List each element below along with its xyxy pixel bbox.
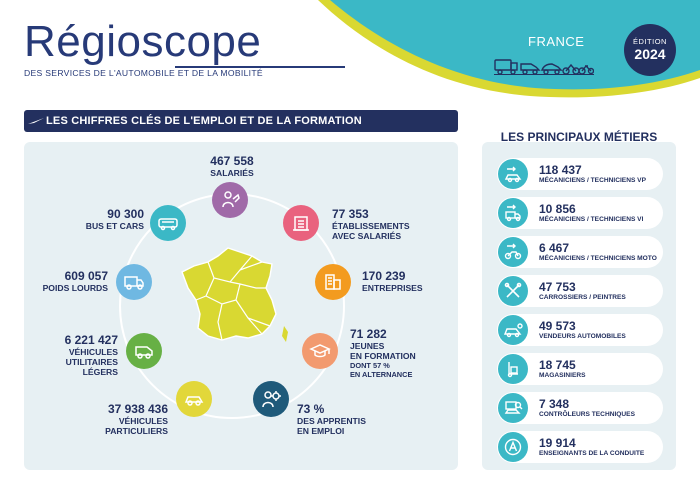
job-label: MÉCANICIENS / TECHNICIENS VI xyxy=(539,216,644,223)
edition-label: ÉDITION xyxy=(633,37,667,46)
truck-icon xyxy=(116,264,152,300)
stat-value: 170 239 xyxy=(362,269,406,283)
job-label: CARROSSIERS / PEINTRES xyxy=(539,294,626,301)
stat-label: PARTICULIERS xyxy=(105,426,168,436)
key-figures-title: LES CHIFFRES CLÉS DE L'EMPLOI ET DE LA F… xyxy=(46,115,362,127)
jobs-title: LES PRINCIPAUX MÉTIERS xyxy=(500,130,658,144)
edition-year: 2024 xyxy=(634,46,666,62)
car-wrench-icon xyxy=(498,159,528,189)
stat-apprentis: 73 % DES APPRENTIS EN EMPLOI xyxy=(297,402,366,437)
stat-vul: 6 221 427 VÉHICULES UTILITAIRES LÉGERS xyxy=(30,333,118,378)
stat-salaries: 467 558 SALARIÉS xyxy=(192,154,272,179)
job-label: MÉCANICIENS / TECHNICIENS VP xyxy=(539,177,646,184)
job-item: 49 573 VENDEURS AUTOMOBILES xyxy=(497,314,663,346)
car-icon xyxy=(176,381,212,417)
job-label: CONTRÔLEURS TECHNIQUES xyxy=(539,411,635,418)
moto-wrench-icon xyxy=(498,237,528,267)
stat-jeunes: 71 282 JEUNES EN FORMATION DONT 57 % EN … xyxy=(350,327,416,380)
stat-value: 77 353 xyxy=(332,207,369,221)
stat-value: 73 % xyxy=(297,402,325,416)
van-icon xyxy=(126,333,162,369)
stat-value: 71 282 xyxy=(350,327,387,341)
stat-label: ENTREPRISES xyxy=(362,283,423,293)
stat-etablissements: 77 353 ÉTABLISSEMENTS AVEC SALARIÉS xyxy=(332,207,410,242)
stat-label: VÉHICULES xyxy=(68,347,118,357)
building-icon xyxy=(283,205,319,241)
job-label: VENDEURS AUTOMOBILES xyxy=(539,333,626,340)
stat-label: LÉGERS xyxy=(82,367,118,377)
inspection-icon xyxy=(498,393,528,423)
job-value: 19 914 xyxy=(539,436,576,450)
stat-vehicules-particuliers: 37 938 436 VÉHICULES PARTICULIERS xyxy=(60,402,168,437)
vehicles-strip-icon xyxy=(494,59,594,75)
tools-icon xyxy=(498,276,528,306)
job-item: 18 745 MAGASINIERS xyxy=(497,353,663,385)
stat-label: AVEC SALARIÉS xyxy=(332,231,402,241)
stat-label: UTILITAIRES xyxy=(65,357,118,367)
stat-bus-cars: 90 300 BUS ET CARS xyxy=(60,207,144,232)
truck-wrench-icon xyxy=(498,198,528,228)
job-value: 7 348 xyxy=(539,397,570,411)
employee-icon xyxy=(212,182,248,218)
job-item: 47 753 CARROSSIERS / PEINTRES xyxy=(497,275,663,307)
logo-wordmark: Régioscope xyxy=(24,17,262,66)
job-value: 6 467 xyxy=(539,241,570,255)
stat-note: DONT 57 % xyxy=(350,361,390,370)
job-value: 118 437 xyxy=(539,163,582,177)
edition-badge: ÉDITION 2024 xyxy=(624,24,676,76)
job-value: 10 856 xyxy=(539,202,576,216)
stat-value: 467 558 xyxy=(210,154,254,168)
stat-label: SALARIÉS xyxy=(210,168,254,178)
car-sale-icon xyxy=(498,315,528,345)
job-value: 47 753 xyxy=(539,280,576,294)
job-value: 18 745 xyxy=(539,358,576,372)
stat-label: ÉTABLISSEMENTS xyxy=(332,221,410,231)
regioscope-logo: Régioscope DES SERVICES DE L'AUTOMOBILE … xyxy=(24,17,263,79)
hand-truck-icon xyxy=(498,354,528,384)
stat-value: 37 938 436 xyxy=(107,402,168,416)
graduation-cap-icon xyxy=(302,333,338,369)
stat-value: 90 300 xyxy=(107,207,144,221)
job-label: MAGASINIERS xyxy=(539,372,586,379)
stat-label: POIDS LOURDS xyxy=(42,283,108,293)
key-figures-title-bar: LES CHIFFRES CLÉS DE L'EMPLOI ET DE LA F… xyxy=(24,110,458,132)
region-label: FRANCE xyxy=(528,34,585,49)
learner-a-icon xyxy=(498,432,528,462)
stat-label: EN EMPLOI xyxy=(297,426,345,436)
stat-value: 6 221 427 xyxy=(64,333,118,347)
job-label: ENSEIGNANTS DE LA CONDUITE xyxy=(539,450,645,457)
stat-entreprises: 170 239 ENTREPRISES xyxy=(362,269,423,294)
logo-underline xyxy=(175,66,345,68)
office-icon xyxy=(315,264,351,300)
stat-label: JEUNES xyxy=(350,341,385,351)
stat-label: VÉHICULES xyxy=(118,416,168,426)
apprentice-icon xyxy=(253,381,289,417)
swoosh-icon xyxy=(28,118,44,124)
stat-label: BUS ET CARS xyxy=(85,221,144,231)
logo-subtitle: DES SERVICES DE L'AUTOMOBILE ET DE LA MO… xyxy=(24,68,263,78)
job-item: 6 467 MÉCANICIENS / TECHNICIENS MOTO xyxy=(497,236,663,268)
job-label: MÉCANICIENS / TECHNICIENS MOTO xyxy=(539,255,657,262)
stat-label: EN FORMATION xyxy=(350,351,416,361)
job-item: 118 437 MÉCANICIENS / TECHNICIENS VP xyxy=(497,158,663,190)
bus-icon xyxy=(150,205,186,241)
job-value: 49 573 xyxy=(539,319,576,333)
stat-poids-lourds: 609 057 POIDS LOURDS xyxy=(24,269,108,294)
job-item: 19 914 ENSEIGNANTS DE LA CONDUITE xyxy=(497,431,663,463)
stat-label: DES APPRENTIS xyxy=(297,416,366,426)
job-item: 10 856 MÉCANICIENS / TECHNICIENS VI xyxy=(497,197,663,229)
stat-value: 609 057 xyxy=(64,269,108,283)
stat-note: EN ALTERNANCE xyxy=(350,370,413,379)
job-item: 7 348 CONTRÔLEURS TECHNIQUES xyxy=(497,392,663,424)
